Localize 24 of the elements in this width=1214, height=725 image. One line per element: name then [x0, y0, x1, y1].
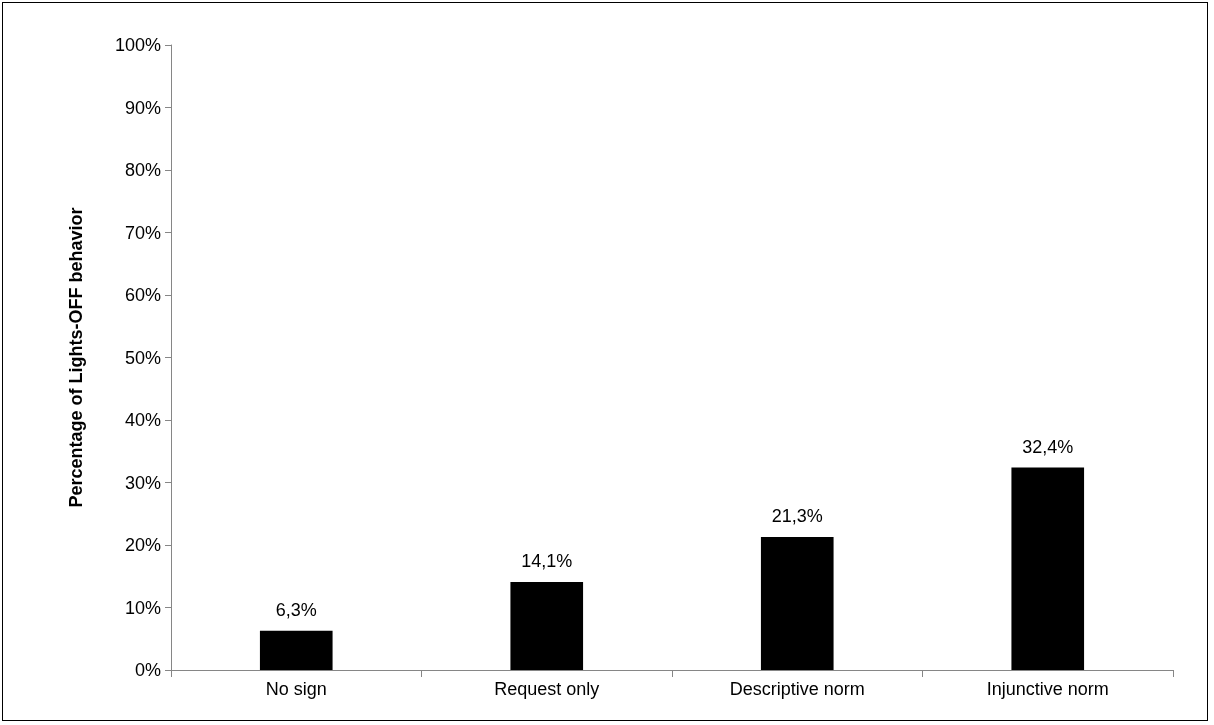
data-label: 14,1% — [521, 550, 573, 571]
y-tick-label: 40% — [124, 410, 161, 430]
x-tick-label: No sign — [265, 679, 327, 699]
y-tick-label: 70% — [124, 222, 161, 243]
x-tick-label: Descriptive norm — [729, 679, 865, 699]
y-tick-label: 90% — [124, 97, 161, 118]
y-tick-label: 20% — [124, 535, 161, 555]
data-label: 32,4% — [1022, 436, 1074, 457]
x-tick-label: Request only — [494, 679, 600, 699]
y-tick-label: 30% — [124, 472, 161, 493]
y-tick-label: 80% — [124, 160, 161, 180]
y-tick-label: 60% — [124, 285, 161, 305]
y-tick-label: 10% — [124, 597, 161, 618]
y-tick-label: 0% — [134, 660, 161, 680]
y-tick-label: 100% — [114, 35, 161, 55]
bar — [259, 630, 333, 670]
bar — [1011, 467, 1085, 670]
y-axis-title: Percentage of Lights-OFF behavior — [66, 207, 86, 508]
x-tick-label: Injunctive norm — [986, 679, 1109, 699]
data-label: 21,3% — [771, 505, 823, 526]
y-tick-label: 50% — [124, 347, 161, 368]
bar — [510, 581, 584, 670]
bar — [760, 536, 834, 670]
data-label: 6,3% — [275, 599, 317, 620]
